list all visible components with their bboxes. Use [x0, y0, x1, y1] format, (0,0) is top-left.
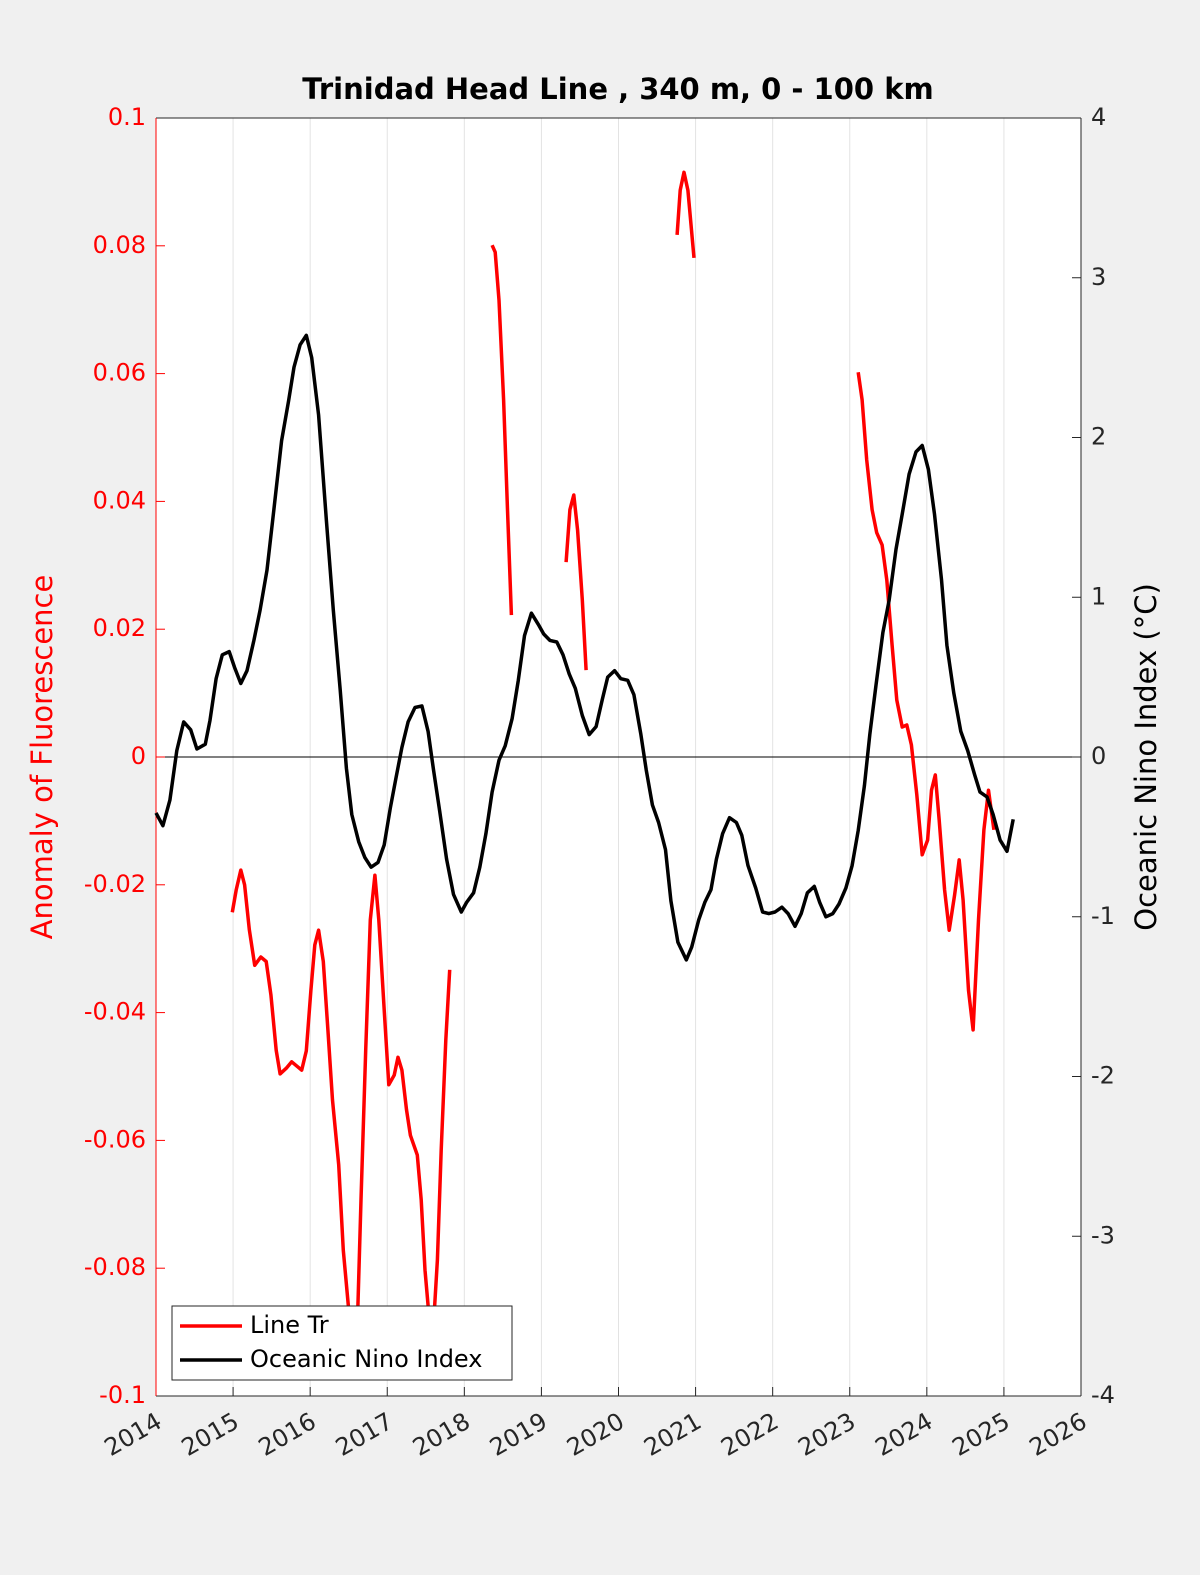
y2-tick-label: -2: [1091, 1062, 1115, 1090]
y2-tick-label: 1: [1091, 582, 1106, 610]
y-axis-label: Anomaly of Fluorescence: [25, 575, 59, 940]
x-tick-label: 2014: [100, 1407, 167, 1462]
y-tick-label: 0.04: [93, 486, 146, 514]
x-tick-label: 2025: [948, 1407, 1015, 1462]
y-tick-label: 0.1: [108, 103, 146, 131]
y-tick-label: 0.02: [93, 614, 146, 642]
y2-tick-label: -3: [1091, 1221, 1115, 1249]
y2-tick-label: 0: [1091, 742, 1106, 770]
y-tick-label: 0.06: [93, 359, 146, 387]
x-tick-label: 2020: [562, 1407, 629, 1462]
x-tick-label: 2022: [716, 1407, 783, 1462]
y-tick-label: 0.08: [93, 231, 146, 259]
y-tick-label: -0.1: [99, 1381, 146, 1409]
y-tick-label: -0.08: [84, 1253, 146, 1281]
x-tick-label: 2016: [254, 1407, 321, 1462]
y2-tick-label: 2: [1091, 423, 1106, 451]
y2-axis-label: Oceanic Nino Index (°C): [1129, 583, 1163, 931]
chart-title: Trinidad Head Line , 340 m, 0 - 100 km: [302, 72, 933, 106]
x-tick-label: 2023: [793, 1407, 860, 1462]
y-tick-label: 0: [131, 742, 146, 770]
legend: Line Tr Oceanic Nino Index: [171, 1305, 513, 1381]
legend-label: Oceanic Nino Index: [250, 1345, 482, 1373]
y2-tick-label: 3: [1091, 263, 1106, 291]
y2-tick-label: 4: [1091, 103, 1106, 131]
y2-tick-label: -4: [1091, 1381, 1115, 1409]
x-tick-label: 2015: [177, 1407, 244, 1462]
legend-box: [171, 1305, 513, 1381]
series-line: [154, 333, 1015, 962]
x-tick-label: 2018: [408, 1407, 475, 1462]
x-tick-label: 2017: [331, 1407, 398, 1462]
x-tick-label: 2021: [639, 1407, 706, 1462]
y-tick-label: -0.02: [84, 870, 146, 898]
series-line: [230, 170, 996, 1342]
x-tick-label: 2024: [870, 1407, 937, 1462]
x-tick-label: 2019: [485, 1407, 552, 1462]
x-tick-label: 2026: [1025, 1407, 1092, 1462]
y2-tick-label: -1: [1091, 902, 1115, 930]
legend-label: Line Tr: [250, 1311, 329, 1339]
y-tick-label: -0.06: [84, 1125, 146, 1153]
y-tick-label: -0.04: [84, 998, 146, 1026]
